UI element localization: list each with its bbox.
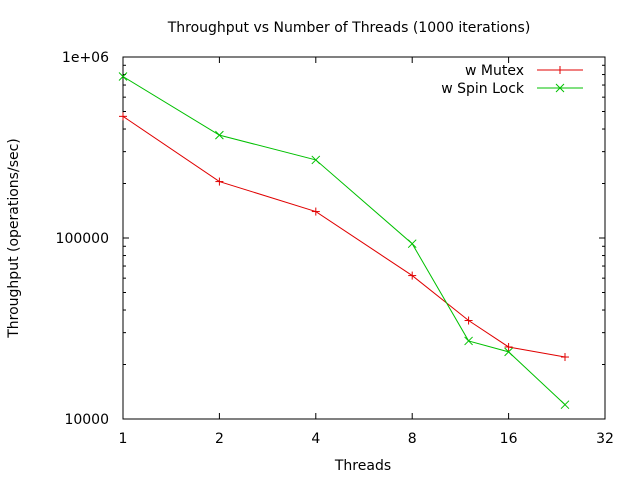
data-point <box>311 155 321 165</box>
data-point <box>464 336 473 346</box>
series-line <box>122 115 566 358</box>
y-tick-label: 10000 <box>64 412 109 428</box>
x-tick-label: 2 <box>215 431 224 447</box>
data-point <box>504 347 513 357</box>
y-axis-label: Throughput (operations/sec) <box>6 138 22 339</box>
plot-axes <box>122 56 606 420</box>
series-mutex <box>119 112 569 362</box>
x-tick-label: 4 <box>311 431 320 447</box>
legend-marker <box>555 83 565 93</box>
x-tick-label: 8 <box>408 431 417 447</box>
data-point <box>407 239 417 249</box>
plot-frame <box>122 56 606 420</box>
x-axis-label: Threads <box>334 458 391 474</box>
series-spin-lock <box>118 72 570 410</box>
x-tick-label: 16 <box>500 431 518 447</box>
y-tick-label: 100000 <box>56 231 109 247</box>
legend: w Mutex w Spin Lock <box>441 63 583 97</box>
x-tick-label: 1 <box>119 431 128 447</box>
data-point <box>560 400 570 410</box>
y-tick-label: 1e+06 <box>62 50 109 66</box>
series-line <box>122 76 566 406</box>
axis-ticks: 1 2 4 8 16 32 10000 100000 1e+06 <box>56 50 614 447</box>
legend-label: w Mutex <box>465 63 524 79</box>
chart-title: Throughput vs Number of Threads (1000 it… <box>167 20 531 36</box>
legend-label: w Spin Lock <box>441 81 525 97</box>
data-point <box>118 72 128 81</box>
series-group <box>118 72 570 410</box>
x-tick-label: 32 <box>596 431 614 447</box>
data-point <box>215 130 224 140</box>
